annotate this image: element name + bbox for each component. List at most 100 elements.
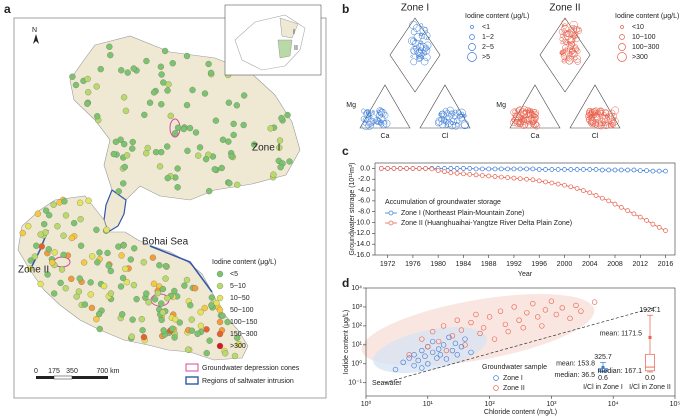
point [663,168,668,174]
sample-dot [131,245,138,252]
point [406,355,412,361]
legend-marker [619,34,625,40]
sample-dot [96,325,103,333]
sample-dot [176,319,183,326]
piper-point [440,112,445,117]
sample-dot [156,262,163,269]
piper-point [609,119,616,127]
piper-title: Zone I [401,3,429,14]
x-tick-label: 2012 [632,261,648,268]
point [423,166,428,171]
piper-point [420,57,429,66]
sample-dot [75,288,83,295]
sample-dot [189,86,196,94]
sample-dot [160,327,167,334]
point [452,340,459,347]
sample-dot [196,144,204,151]
point [644,218,649,223]
sample-dot [151,296,159,303]
sample-dot [87,279,94,286]
sample-dot [162,262,170,270]
piper-point [602,109,610,116]
inset-label: II [294,45,298,52]
sample-dot [195,152,202,159]
piper-point [601,118,609,126]
piper-point [588,119,597,128]
piper-point [373,116,381,125]
sample-dot [205,60,212,68]
piper-point [568,49,575,55]
piper-point [515,106,523,114]
sample-dot [70,219,78,227]
median-label: median: 167.1 [598,368,642,375]
point [429,328,436,335]
sample-dot [120,94,128,101]
piper-point [532,120,540,128]
sample-dot [225,138,232,145]
piper-point [453,109,458,114]
piper-point [382,119,391,128]
sample-dot [97,66,104,73]
legend-label: 150~300 [230,331,258,338]
point [631,167,637,173]
sample-dot [219,136,227,143]
point [505,166,510,172]
sample-dot [31,253,38,260]
piper-point [613,117,616,121]
sample-dot [251,141,258,148]
sample-dot [112,138,120,145]
piper-point [608,109,616,117]
sample-dot [27,257,34,264]
piper-point [522,122,529,128]
piper-point [410,28,418,36]
sample-dot [77,242,85,249]
mean [648,335,652,339]
point [553,311,559,318]
sample-dot [149,254,157,261]
point [498,166,504,172]
piper-point [589,120,596,127]
piper-point [510,108,518,117]
sample-dot [211,166,218,173]
x-tick-label: 2004 [582,261,598,268]
sample-dot [100,282,108,290]
piper-point [460,120,469,129]
x-axis-label: Year [518,271,533,278]
piper-point [422,31,431,40]
sample-dot [206,337,213,344]
piper-triangle [569,84,621,129]
point [458,343,465,350]
sample-dot [122,107,130,114]
sample-dot [203,349,210,357]
sample-dot [188,327,196,334]
point [429,338,436,345]
point [461,171,466,177]
y-tick-label: 10³ [352,304,363,311]
piper-point [597,111,601,116]
piper-point [457,112,464,119]
legend-marker [388,220,394,226]
piper-point [413,33,422,42]
max-label: 325.7 [594,354,612,361]
x-tick-label: 2008 [607,261,623,268]
piper-point [413,47,422,56]
point [600,167,605,173]
y-tick-label: 10⁴ [351,285,362,292]
legend-label: Zone I [503,375,523,382]
point [530,166,536,172]
point [442,169,447,175]
sample-dot [77,215,84,223]
point [505,328,511,335]
piper-point [568,41,573,47]
sample-dot [174,165,181,172]
sample-dot [124,69,131,76]
sample-dot [234,334,241,342]
piper-point [559,37,564,42]
point [530,300,536,307]
sample-dot [89,253,96,260]
zone-label: Zone I [252,143,280,154]
piper-point [371,109,375,113]
legend-marker [216,306,224,314]
sample-dot [206,187,213,195]
legend-label: Zone II [503,385,525,392]
